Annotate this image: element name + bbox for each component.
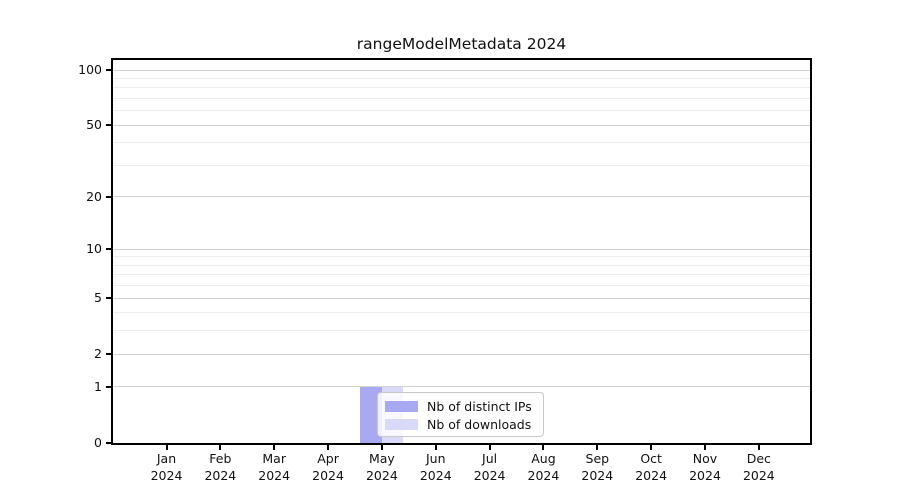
x-tick-label: Mar 2024 bbox=[234, 451, 314, 484]
y-tick-label: 1 bbox=[94, 378, 102, 394]
x-tick-label: Jul 2024 bbox=[450, 451, 530, 484]
legend-row: Nb of downloads bbox=[385, 416, 536, 432]
x-tick-mark bbox=[542, 445, 545, 450]
legend-swatch-nb-of-downloads bbox=[385, 418, 418, 430]
x-tick-label: Sep 2024 bbox=[557, 451, 637, 484]
x-tick-mark bbox=[704, 445, 706, 450]
legend-label: Nb of distinct IPs bbox=[427, 398, 532, 414]
x-tick-label: Feb 2024 bbox=[180, 451, 260, 484]
x-tick-mark bbox=[488, 445, 491, 450]
x-tick-label: Dec 2024 bbox=[719, 451, 799, 484]
y-tick-label: 2 bbox=[94, 346, 102, 362]
x-tick-mark bbox=[596, 445, 599, 450]
x-tick-mark bbox=[757, 445, 760, 450]
x-tick-label: Apr 2024 bbox=[288, 451, 368, 484]
y-tick-label: 100 bbox=[78, 62, 102, 77]
y-tick-label: 0 bbox=[94, 435, 102, 450]
x-tick-label-year: 2024 bbox=[473, 467, 506, 483]
x-tick-mark bbox=[165, 445, 168, 450]
x-tick-mark bbox=[380, 445, 383, 450]
x-tick-label-year: 2024 bbox=[150, 467, 183, 483]
x-tick-mark bbox=[273, 445, 276, 450]
legend: Nb of distinct IPs Nb of downloads bbox=[377, 392, 544, 437]
y-tick-label: 50 bbox=[86, 117, 102, 133]
x-tick-label-year: 2024 bbox=[742, 467, 775, 483]
x-tick-label-year: 2024 bbox=[581, 467, 614, 483]
x-tick-label-year: 2024 bbox=[635, 467, 668, 483]
x-tick-label-year: 2024 bbox=[312, 467, 344, 483]
x-tick-label: May 2024 bbox=[342, 451, 422, 484]
x-tick-label: Oct 2024 bbox=[611, 451, 691, 484]
x-tick-label: Jan 2024 bbox=[127, 451, 207, 484]
x-tick-label-year: 2024 bbox=[204, 467, 237, 483]
x-tick-mark bbox=[219, 445, 222, 450]
x-tick-mark bbox=[327, 445, 330, 450]
x-tick-label-year: 2024 bbox=[689, 467, 721, 483]
legend-label: Nb of downloads bbox=[427, 416, 532, 432]
x-tick-label: Jun 2024 bbox=[396, 451, 476, 484]
x-tick-label: Nov 2024 bbox=[665, 451, 745, 484]
y-tick-label: 5 bbox=[94, 290, 102, 306]
y-tick-label: 10 bbox=[86, 241, 102, 257]
x-tick-label: Aug 2024 bbox=[503, 451, 583, 484]
x-tick-label-year: 2024 bbox=[365, 467, 398, 483]
x-tick-mark bbox=[650, 445, 653, 450]
chart-title: rangeModelMetadata 2024 bbox=[356, 35, 567, 53]
x-tick-label-year: 2024 bbox=[527, 467, 560, 483]
plot-border bbox=[111, 58, 812, 445]
x-tick-label-year: 2024 bbox=[419, 467, 452, 483]
x-tick-mark bbox=[434, 445, 437, 450]
x-tick-label-year: 2024 bbox=[258, 467, 291, 483]
legend-swatch-nb-of-distinct-ips bbox=[385, 400, 418, 412]
y-tick-label: 20 bbox=[86, 188, 102, 204]
legend-row: Nb of distinct IPs bbox=[385, 398, 536, 414]
